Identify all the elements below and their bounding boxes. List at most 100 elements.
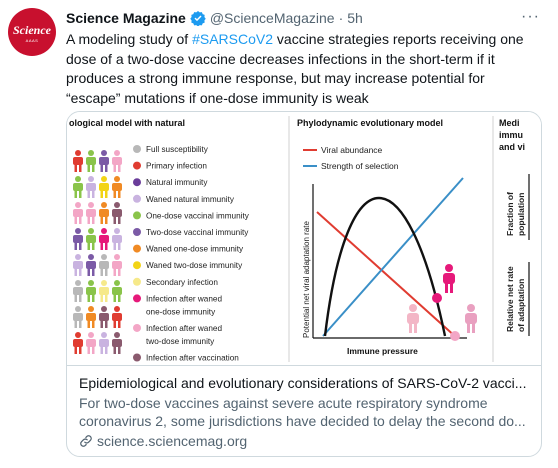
selection-strength-line [322,177,464,337]
person-figure [86,280,96,302]
person-figure [112,228,122,250]
tweet-timestamp[interactable]: 5h [347,10,363,26]
person-figure-magenta [443,264,455,293]
legend-dot [133,277,141,286]
person-figure [112,280,122,302]
legend-dot [133,161,141,170]
y-axis-label: Potential net viral adaptation rate [302,220,311,338]
right-axis-2-line1: Relative net rate [505,266,515,332]
right-axis-1-line2: population [516,193,526,236]
person-figure [86,176,96,198]
legend-dot [133,323,141,332]
person-figure [86,332,96,354]
figure-left-title: ological model with natural [69,118,185,128]
right-title-2: immu [499,130,523,140]
person-figure [86,306,96,328]
person-figure [99,228,109,250]
link-card[interactable]: ological model with natural Full suscept… [66,111,542,457]
hashtag-link[interactable]: #SARSCoV2 [192,31,274,47]
verified-badge-icon [190,11,206,26]
person-figure [73,306,83,328]
person-figure [86,150,96,172]
card-link-text[interactable]: science.sciencemag.org [97,433,248,449]
person-figure [112,176,122,198]
legend-label: Natural immunity [146,178,208,187]
person-figure [73,332,83,354]
legend-label: Secondary infection [146,278,218,287]
legend-label-cont: two-dose immunity [146,337,215,346]
person-figure [99,254,109,276]
right-axis-2-line2: of adaptation [516,279,526,332]
right-axis-1-line1: Fraction of [505,192,515,236]
card-link[interactable]: science.sciencemag.org [79,433,529,449]
tweet-text-before: A modeling study of [66,31,193,47]
right-title-1: Medi [499,118,520,128]
avatar-sub: AAAS [25,38,39,43]
person-figure [99,176,109,198]
viral-abundance-line [316,211,458,339]
legend-dot [133,261,141,270]
account-name[interactable]: Science Magazine [66,10,186,26]
card-body[interactable]: Epidemiological and evolutionary conside… [67,365,541,456]
person-figure [112,306,122,328]
person-figure [99,150,109,172]
person-figure [99,280,109,302]
card-title[interactable]: Epidemiological and evolutionary conside… [79,375,527,391]
legend-label: Full susceptibility [146,145,209,154]
person-figure [73,176,83,198]
legend-label: One-dose vaccinal immunity [146,211,250,220]
legend-label: Infection after vaccination [146,353,239,362]
more-options-icon[interactable]: ··· [521,8,540,25]
person-figure [73,254,83,276]
x-axis-label: Immune pressure [347,346,418,356]
legend-dot [133,145,141,153]
legend-label: Infection after waned [146,294,222,303]
person-figure [73,228,83,250]
series-label-selection: Strength of selection [321,161,399,171]
person-figure [86,202,96,224]
legend-dot [133,244,141,253]
legend-label-cont: one-dose immunity [146,307,216,316]
adaptation-rate-curve [323,197,447,337]
card-image[interactable]: ological model with natural Full suscept… [67,112,541,364]
person-figure [112,150,122,172]
person-figure [112,332,122,354]
legend-label: Infection after waned [146,324,222,333]
card-description: For two-dose vaccines against severe acu… [79,395,526,429]
tweet-header: Science Magazine @ScienceMagazine · 5h [66,9,363,27]
person-figure [112,254,122,276]
person-figure [99,306,109,328]
right-title-3: and vi [499,142,525,152]
tweet-text-after: vaccine strategies reports receiving one… [66,31,524,106]
avatar-logo: Science [13,23,51,37]
legend-dot [133,294,141,303]
person-figure [73,202,83,224]
person-figure [73,150,83,172]
marker-dot [432,293,442,303]
person-figure [86,228,96,250]
figure-legend: Full susceptibility Primary infection Natu… [133,145,250,362]
people-figures [73,150,122,354]
legend-dot [133,211,141,220]
legend-label: Two-dose vaccinal immunity [146,228,249,237]
legend-dot [133,353,141,362]
legend-dot [133,228,141,236]
person-figure-pink [465,304,477,333]
person-figure [99,202,109,224]
person-figure [86,254,96,276]
avatar[interactable]: Science AAAS [8,8,56,56]
figure-illustration: ological model with natural Full suscept… [69,116,530,362]
separator-dot: · [338,10,344,26]
legend-label: Primary infection [146,162,207,171]
account-handle[interactable]: @ScienceMagazine [209,10,335,26]
person-figure [73,280,83,302]
tweet-text: A modeling study of #SARSCoV2 vaccine st… [66,30,542,108]
person-figure [99,332,109,354]
legend-label: Waned natural immunity [146,195,235,204]
legend-label: Waned two-dose immunity [146,261,243,270]
legend-label: Waned one-dose immunity [146,245,244,254]
series-label-viral: Viral abundance [321,145,383,155]
person-figure-pink [407,304,419,333]
legend-dot [133,194,141,203]
legend-dot [133,178,141,187]
